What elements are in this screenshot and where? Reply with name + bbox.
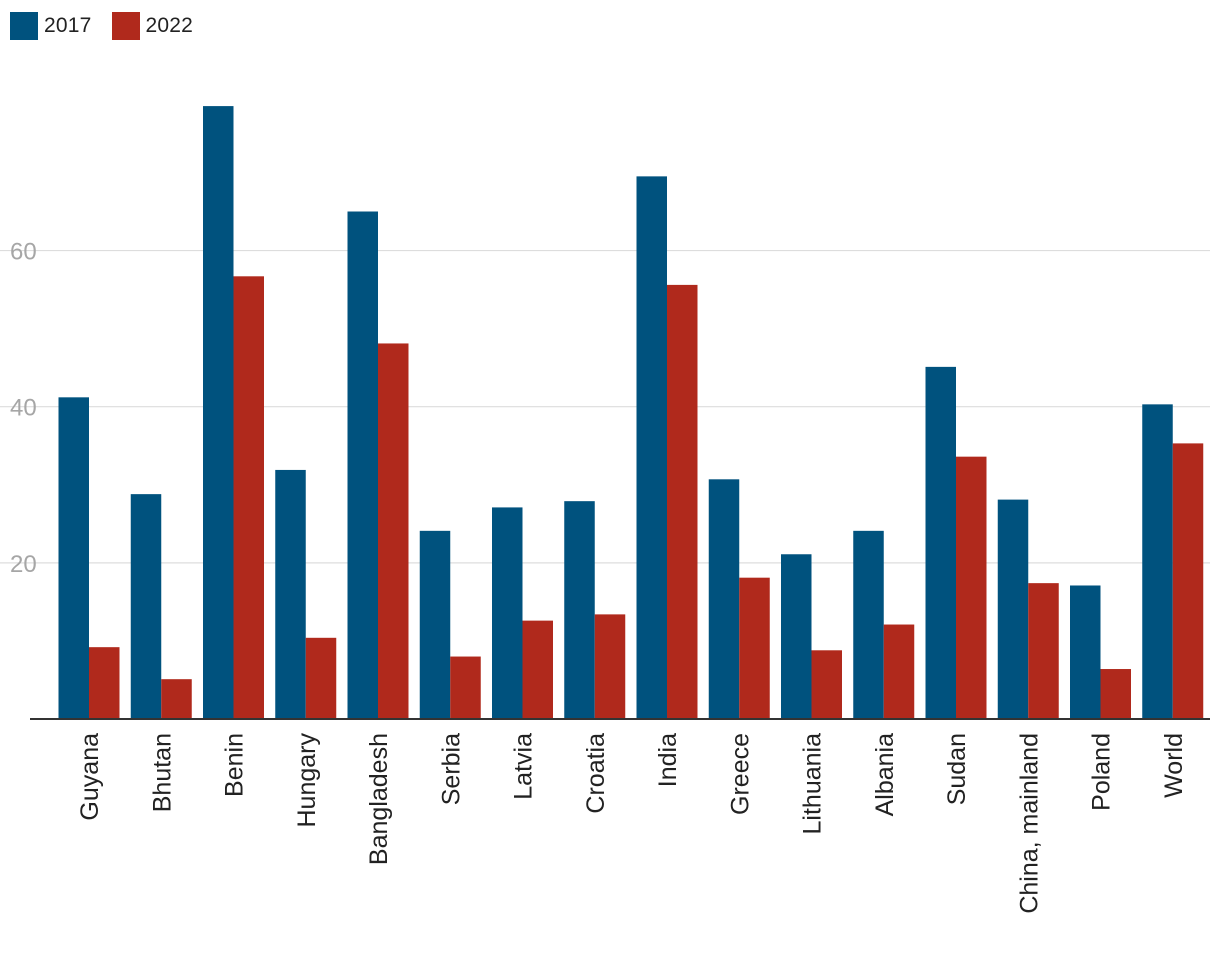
x-tick-label-serbia: Serbia: [437, 733, 465, 805]
bar-2022-world: [1172, 443, 1204, 719]
legend-swatch-2022: [111, 12, 140, 40]
bar-2022-india: [667, 284, 698, 719]
bar-2017-benin: [203, 106, 234, 720]
bar-2022-china-mainland: [1028, 583, 1059, 719]
x-tick-label-lithuania: Lithuania: [799, 733, 827, 835]
bar-2017-bhutan: [130, 494, 162, 719]
bar-2022-albania: [883, 624, 915, 719]
bar-2017-china-mainland: [997, 499, 1029, 719]
bar-2022-hungary: [305, 637, 337, 719]
x-tick-label-bangladesh: Bangladesh: [365, 733, 393, 865]
x-tick-label-sudan: Sudan: [943, 733, 971, 805]
bar-2017-croatia: [564, 501, 595, 719]
legend-swatch-2017: [10, 12, 38, 40]
x-tick-label-china-mainland: China, mainland: [1015, 733, 1043, 914]
bar-2022-bangladesh: [378, 343, 409, 719]
x-axis-ticks: Guyana Bhutan Benin Hungary Bangladesh Serbia…: [76, 733, 1188, 914]
bar-2022-benin: [233, 276, 264, 719]
x-tick-label-india: India: [654, 733, 682, 787]
bar-2022-bhutan: [161, 679, 192, 719]
x-tick-label-albania: Albania: [871, 733, 899, 816]
bar-2022-greece: [739, 577, 770, 719]
bar-2017-latvia: [492, 507, 523, 719]
bar-2017-guyana: [58, 397, 89, 719]
bars: [58, 106, 1204, 720]
x-tick-label-guyana: Guyana: [76, 733, 104, 821]
chart-legend: 2017 2022: [10, 12, 193, 40]
bar-2022-poland: [1100, 669, 1131, 719]
bar-2017-poland: [1070, 585, 1101, 719]
x-tick-label-latvia: Latvia: [510, 733, 538, 800]
legend-label-2017: 2017: [44, 14, 92, 37]
bar-2017-bangladesh: [347, 211, 378, 719]
x-tick-label-bhutan: Bhutan: [148, 733, 176, 812]
bar-2017-serbia: [419, 530, 451, 719]
bar-2017-lithuania: [781, 554, 812, 719]
bar-2022-croatia: [594, 614, 626, 719]
bar-2022-sudan: [956, 456, 987, 719]
bar-2022-serbia: [450, 656, 481, 719]
bar-2017-india: [636, 176, 667, 720]
y-axis-ticks: 20 40 60: [10, 239, 37, 578]
legend-label-2022: 2022: [145, 14, 194, 37]
bar-2017-albania: [853, 530, 884, 719]
bar-2017-hungary: [275, 469, 306, 719]
x-tick-label-hungary: Hungary: [293, 733, 321, 828]
x-tick-label-poland: Poland: [1088, 733, 1116, 811]
bar-2017-sudan: [925, 366, 956, 719]
x-tick-label-world: World: [1160, 733, 1188, 798]
legend-item-2017: 2017: [10, 12, 92, 40]
x-tick-label-croatia: Croatia: [582, 733, 610, 814]
bar-2017-world: [1142, 404, 1173, 719]
bar-2022-lithuania: [811, 650, 842, 719]
legend-item-2022: 2022: [111, 12, 194, 40]
y-tick-label-20: 20: [10, 551, 37, 578]
y-tick-label-40: 40: [10, 395, 37, 422]
bar-2022-latvia: [522, 620, 553, 719]
x-tick-label-benin: Benin: [221, 733, 249, 797]
grid-layer: [0, 249, 1210, 564]
x-tick-label-greece: Greece: [726, 733, 754, 815]
y-tick-label-60: 60: [10, 239, 37, 266]
bar-2017-greece: [708, 479, 740, 719]
bar-2022-guyana: [89, 647, 120, 719]
